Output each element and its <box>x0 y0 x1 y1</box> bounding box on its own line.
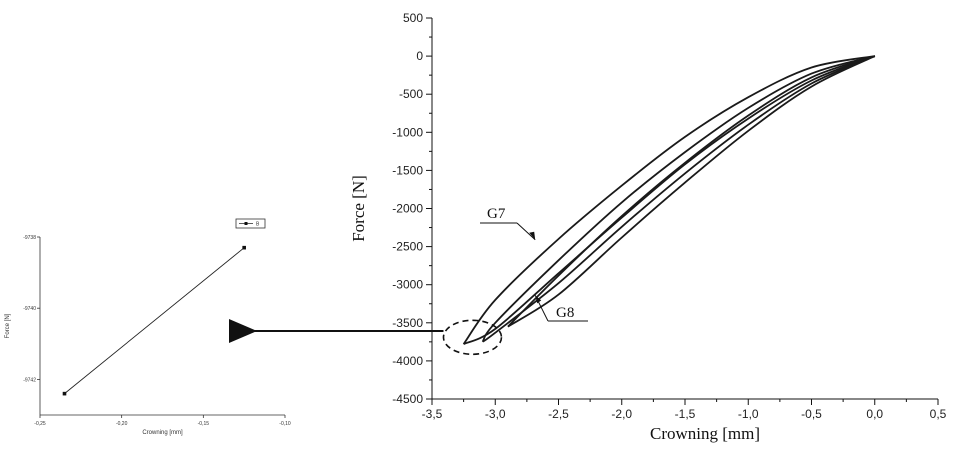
main-series-group <box>462 55 876 345</box>
main-series-line <box>481 55 876 343</box>
main-series-line <box>507 55 876 328</box>
inset-chart: -0,25 -0,20 -0,15 -0,10 -9738 -9740 -9742 Cro… <box>5 218 291 436</box>
main-y-tick-label: -1000 <box>392 125 423 139</box>
inset-series-line <box>64 247 245 394</box>
main-x-tick-label: -3,0 <box>485 407 506 421</box>
inset-y-tick-label: -9742 <box>23 377 36 383</box>
inset-data-point <box>242 245 246 250</box>
g7-arrowhead <box>529 231 536 240</box>
main-chart: -3,5 -3,0 -2,5 -2,0 -1,5 -1,0 -0,5 0,0 0,5 500 0 -… <box>229 11 947 443</box>
main-x-tick-label: -1,5 <box>675 407 696 421</box>
main-series-line <box>462 55 875 345</box>
inset-x-tick-label: -0,20 <box>116 421 128 427</box>
main-y-tick-label: -4500 <box>392 392 423 406</box>
inset-legend-label: B <box>256 222 260 228</box>
main-x-tick-label: -1,0 <box>738 407 759 421</box>
main-x-tick-label: 0,0 <box>866 407 883 421</box>
main-y-tick-label: 500 <box>403 11 423 25</box>
main-series-line <box>463 55 876 345</box>
main-y-tick-label: 0 <box>416 49 423 63</box>
inset-series-group <box>62 245 246 396</box>
inset-x-tick-label: -0,15 <box>198 421 210 427</box>
inset-x-axis-title: Crowning [mm] <box>142 430 183 436</box>
inset-y-tick-label: -9740 <box>23 306 36 312</box>
main-x-axis-title: Crowning [mm] <box>650 424 760 443</box>
g8-arrowhead <box>535 295 542 304</box>
main-series-line <box>507 55 876 328</box>
main-x-tick-label: -2,5 <box>548 407 569 421</box>
g7-leader <box>516 222 536 241</box>
inset-legend-marker <box>244 222 248 225</box>
zoom-region-ellipse <box>442 319 503 356</box>
main-x-tick-label: -2,0 <box>611 407 632 421</box>
main-x-tick-label: -0,5 <box>801 407 822 421</box>
main-y-tick-label: -4000 <box>392 354 423 368</box>
main-y-tick-label: -500 <box>399 87 423 101</box>
inset-y-axis-title: Force [N] <box>5 313 11 338</box>
inset-y-tick-label: -9738 <box>23 235 36 241</box>
g7-label: G7 <box>487 206 506 222</box>
inset-x-tick-label: -0,25 <box>34 421 46 427</box>
inset-data-point <box>62 391 67 396</box>
g8-label: G8 <box>556 305 574 321</box>
main-x-tick-label: -3,5 <box>422 407 443 421</box>
main-y-tick-label: -3000 <box>392 278 423 292</box>
main-y-tick-label: -3500 <box>392 316 423 330</box>
inset-legend: B <box>235 218 266 229</box>
main-y-tick-label: -2500 <box>392 240 423 254</box>
main-y-tick-label: -2000 <box>392 202 423 216</box>
main-y-axis-title: Force [N] <box>349 175 368 242</box>
main-series-line <box>482 55 876 343</box>
inset-x-tick-label: -0,10 <box>279 421 291 427</box>
main-y-tick-label: -1500 <box>392 163 423 177</box>
main-x-tick-label: 0,5 <box>930 407 947 421</box>
